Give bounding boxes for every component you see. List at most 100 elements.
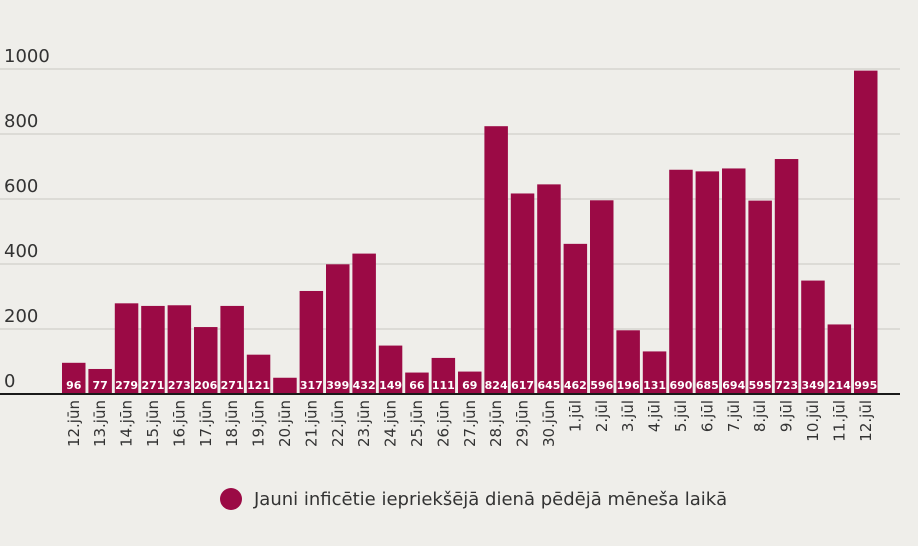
bar [854,70,878,394]
value-labels: 96 77 279 271 273 206 271 121 317 399 432 149 66 111 6… [66,379,877,392]
bar [405,372,429,394]
x-tick-label: 24.jūn [382,400,400,447]
y-tick-label: 1000 [4,46,50,67]
value-label: 595 [749,379,772,392]
bar [774,159,799,394]
x-tick-label: 17.jūn [197,400,215,447]
x-tick-label: 18.jūn [223,400,241,447]
value-label: 694 [722,379,745,392]
bar [484,126,508,394]
value-label: 196 [617,379,640,392]
x-tick-label: 8.jūl [751,400,769,432]
x-tick-label: 13.jūn [91,400,109,447]
value-label: 69 [462,379,477,392]
value-label: 690 [669,379,692,392]
bar [827,324,852,394]
y-tick-label: 800 [4,111,38,132]
value-label: 617 [511,379,534,392]
x-tick-label: 6.jūl [698,400,716,432]
x-tick-label: 11.jūl [830,400,848,442]
y-tick-label: 200 [4,306,38,327]
value-label: 96 [66,379,82,392]
value-label: 111 [432,379,455,392]
x-tick-label: 20.jūn [276,400,294,447]
x-tick-label: 4.jūl [646,400,664,432]
bar [220,305,244,394]
x-tick-label: 9.jūl [778,400,796,432]
bar [590,200,614,394]
x-tick-label: 22.jūn [329,400,347,447]
x-tick-label: 30.jūn [540,400,558,447]
bar [299,290,324,394]
value-label: 271 [221,379,244,392]
bar [194,327,218,394]
x-tick-label: 26.jūn [434,400,452,447]
bar [563,243,588,394]
x-tick-label: 14.jūn [118,400,136,447]
y-axis-ticks: 0 200 400 600 800 1000 [4,46,50,392]
value-label: 77 [92,379,107,392]
bar [458,371,482,394]
bar [114,303,139,394]
x-axis-ticks: 12.jūn 13.jūn 14.jūn 15.jūn 16.jūn 17.jūn 18.j… [65,400,875,447]
bar [616,330,640,394]
x-tick-label: 15.jūn [144,400,162,447]
bar [431,357,456,394]
bar [246,354,271,394]
bar [748,200,772,394]
x-tick-label: 19.jūn [250,400,268,447]
bar [88,368,112,394]
bar [722,168,746,394]
bar [669,169,693,394]
bar [642,351,667,394]
bar [326,264,350,394]
value-label: 131 [643,379,666,392]
x-tick-label: 25.jūn [408,400,426,447]
bar [141,305,165,394]
legend-dot-icon [220,488,242,510]
x-tick-label: 5.jūl [672,400,690,432]
value-label: 214 [828,379,851,392]
y-tick-label: 0 [4,371,15,392]
value-label: 279 [115,379,138,392]
x-tick-label: 12.jūl [857,400,875,442]
value-label: 317 [300,379,323,392]
x-tick-label: 23.jūn [355,400,373,447]
legend: Jauni inficētie iepriekšējā dienā pēdējā… [220,488,727,510]
bar [695,171,720,394]
x-tick-label: 10.jūl [804,400,822,442]
x-tick-label: 3.jūl [619,400,637,432]
x-tick-label: 29.jūn [514,400,532,447]
value-label: 399 [326,379,349,392]
x-tick-label: 28.jūn [487,400,505,447]
x-tick-label: 16.jūn [170,400,188,447]
x-tick-label: 21.jūn [302,400,320,447]
value-label: 995 [854,379,877,392]
y-tick-label: 600 [4,176,38,197]
value-label: 271 [141,379,164,392]
value-label: 349 [801,379,824,392]
bar [510,193,535,394]
bar [273,377,297,394]
bar [62,362,86,394]
x-tick-label: 1.jūl [566,400,584,432]
y-tick-label: 400 [4,241,38,262]
value-label: 66 [409,379,425,392]
value-label: 596 [590,379,613,392]
x-tick-label: 2.jūl [593,400,611,432]
value-label: 149 [379,379,402,392]
value-label: 685 [696,379,719,392]
bars [62,70,878,394]
value-label: 462 [564,379,587,392]
x-tick-label: 12.jūn [65,400,83,447]
bar [167,305,192,394]
value-label: 723 [775,379,798,392]
bar [378,345,403,394]
x-tick-label: 27.jūn [461,400,479,447]
x-tick-label: 7.jūl [725,400,743,432]
value-label: 645 [537,379,560,392]
bar [537,184,561,394]
value-label: 206 [194,379,217,392]
bar [801,280,825,394]
